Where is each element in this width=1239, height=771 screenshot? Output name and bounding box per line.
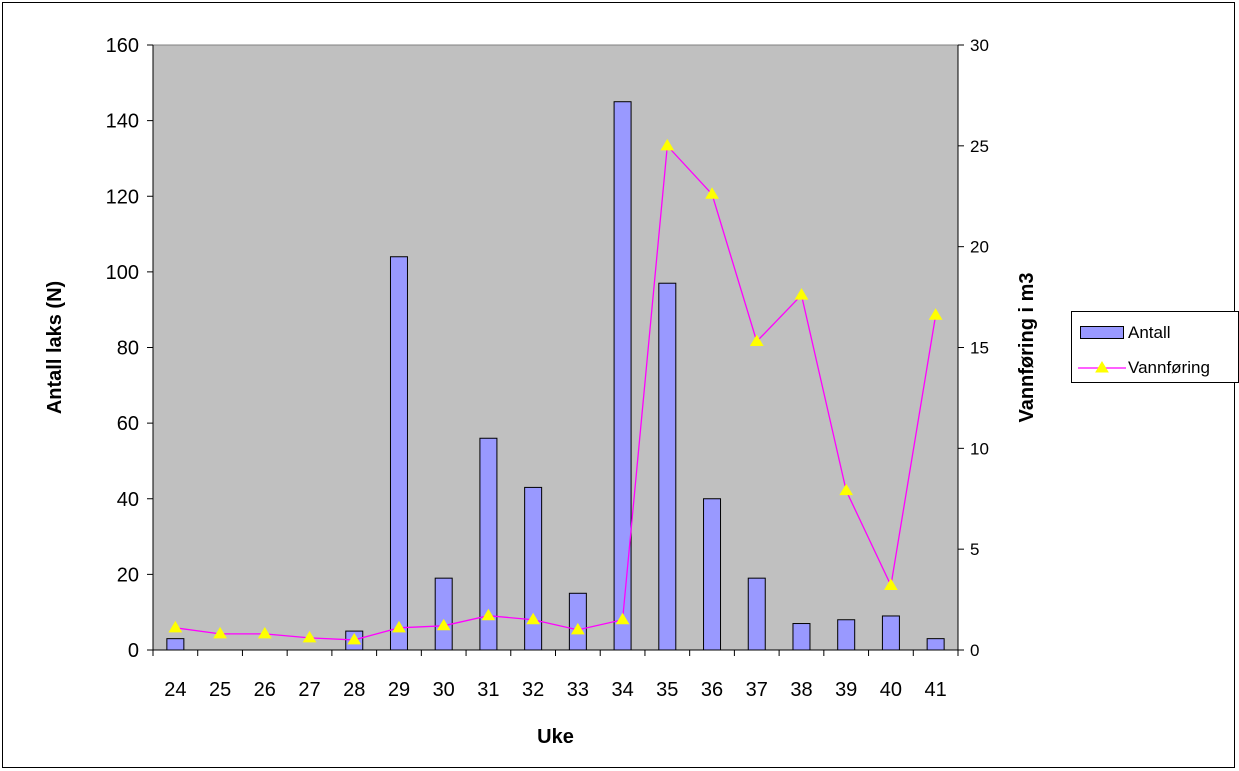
bar-34 [613,101,632,651]
x-tick-label-26: 26 [254,679,276,701]
right-tick-label-15: 15 [970,339,989,358]
bar-39 [837,619,856,651]
vannforing-point-36 [705,187,719,199]
bar-32 [524,486,543,651]
bar-33 [568,592,587,651]
vannforing-point-25 [213,626,227,639]
vannforing-point-27 [302,630,317,643]
left-tick-label-100: 100 [106,262,139,284]
bar-41 [926,638,945,651]
x-tick-label-38: 38 [790,679,812,701]
left-tick-label-120: 120 [106,186,139,208]
x-tick-label-35: 35 [656,679,678,701]
bar-37 [747,577,766,651]
legend-item-vannforing: Vannføring [1072,357,1238,379]
bar-36 [703,498,722,651]
bar-30 [434,577,453,651]
vannforing-point-41 [928,308,943,320]
vannforing-point-30 [436,618,451,631]
right-tick-label-5: 5 [970,540,979,559]
x-tick-label-27: 27 [298,679,320,701]
left-tick-label-40: 40 [117,489,139,511]
left-tick-label-20: 20 [117,564,139,586]
vannforing-point-28 [347,632,362,645]
left-tick-label-160: 160 [106,35,139,57]
x-tick-label-24: 24 [164,679,186,701]
x-tick-label-41: 41 [925,679,947,701]
x-tick-label-40: 40 [880,679,902,701]
x-tick-label-36: 36 [701,679,723,701]
vannforing-point-34 [615,612,630,625]
combo-chart: 0 20 40 60 80 100 120 140 160 0 5 10 15 20 25 30 24 25 26 2… [44,35,1038,748]
x-tick-label-28: 28 [343,679,365,701]
vannforing-point-35 [660,138,675,151]
bar-24 [166,638,185,651]
legend-label-antall: Antall [1128,323,1171,342]
right-tick-label-30: 30 [970,36,989,55]
legend-item-antall: Antall [1072,322,1238,344]
left-tick-label-0: 0 [128,640,139,662]
left-axis-title: Antall laks (N) [44,281,66,414]
bar-29 [389,256,408,651]
vannforing-point-32 [526,612,541,625]
vannforing-point-39 [839,483,854,496]
bar-40 [881,615,900,651]
vannforing-point-29 [392,620,406,633]
vannforing-point-37 [749,334,764,346]
x-tick-label-31: 31 [477,679,499,701]
bar-35 [658,282,677,651]
vannforing-point-26 [257,626,272,639]
vannforing-point-38 [794,288,809,300]
x-tick-label-33: 33 [567,679,589,701]
legend: Antall Vannføring [1071,311,1239,383]
vannforing-point-31 [481,608,496,621]
right-axis-title: Vannføring i m3 [1016,272,1038,422]
right-tick-label-20: 20 [970,238,989,257]
vannforing-line [175,144,937,641]
x-axis-title: Uke [537,726,574,748]
left-tick-label-60: 60 [117,413,139,435]
vannforing-point-24 [168,620,183,633]
plot-area [152,44,959,651]
x-tick-label-34: 34 [611,679,633,701]
left-tick-label-80: 80 [117,338,139,360]
x-tick-label-30: 30 [433,679,455,701]
x-tick-label-25: 25 [209,679,231,701]
right-tick-label-10: 10 [970,439,989,458]
right-tick-label-0: 0 [970,641,979,660]
right-tick-label-25: 25 [970,137,989,156]
x-tick-label-39: 39 [835,679,857,701]
left-tick-label-140: 140 [106,111,139,133]
vannforing-point-33 [570,622,585,635]
legend-swatch-antall [1080,326,1124,339]
legend-swatch-vannforing [1078,361,1126,373]
x-tick-label-37: 37 [746,679,768,701]
legend-label-vannforing: Vannføring [1128,358,1210,377]
x-tick-label-32: 32 [522,679,544,701]
x-tick-label-29: 29 [388,679,410,701]
bar-38 [792,623,811,651]
vannforing-point-40 [884,578,898,590]
